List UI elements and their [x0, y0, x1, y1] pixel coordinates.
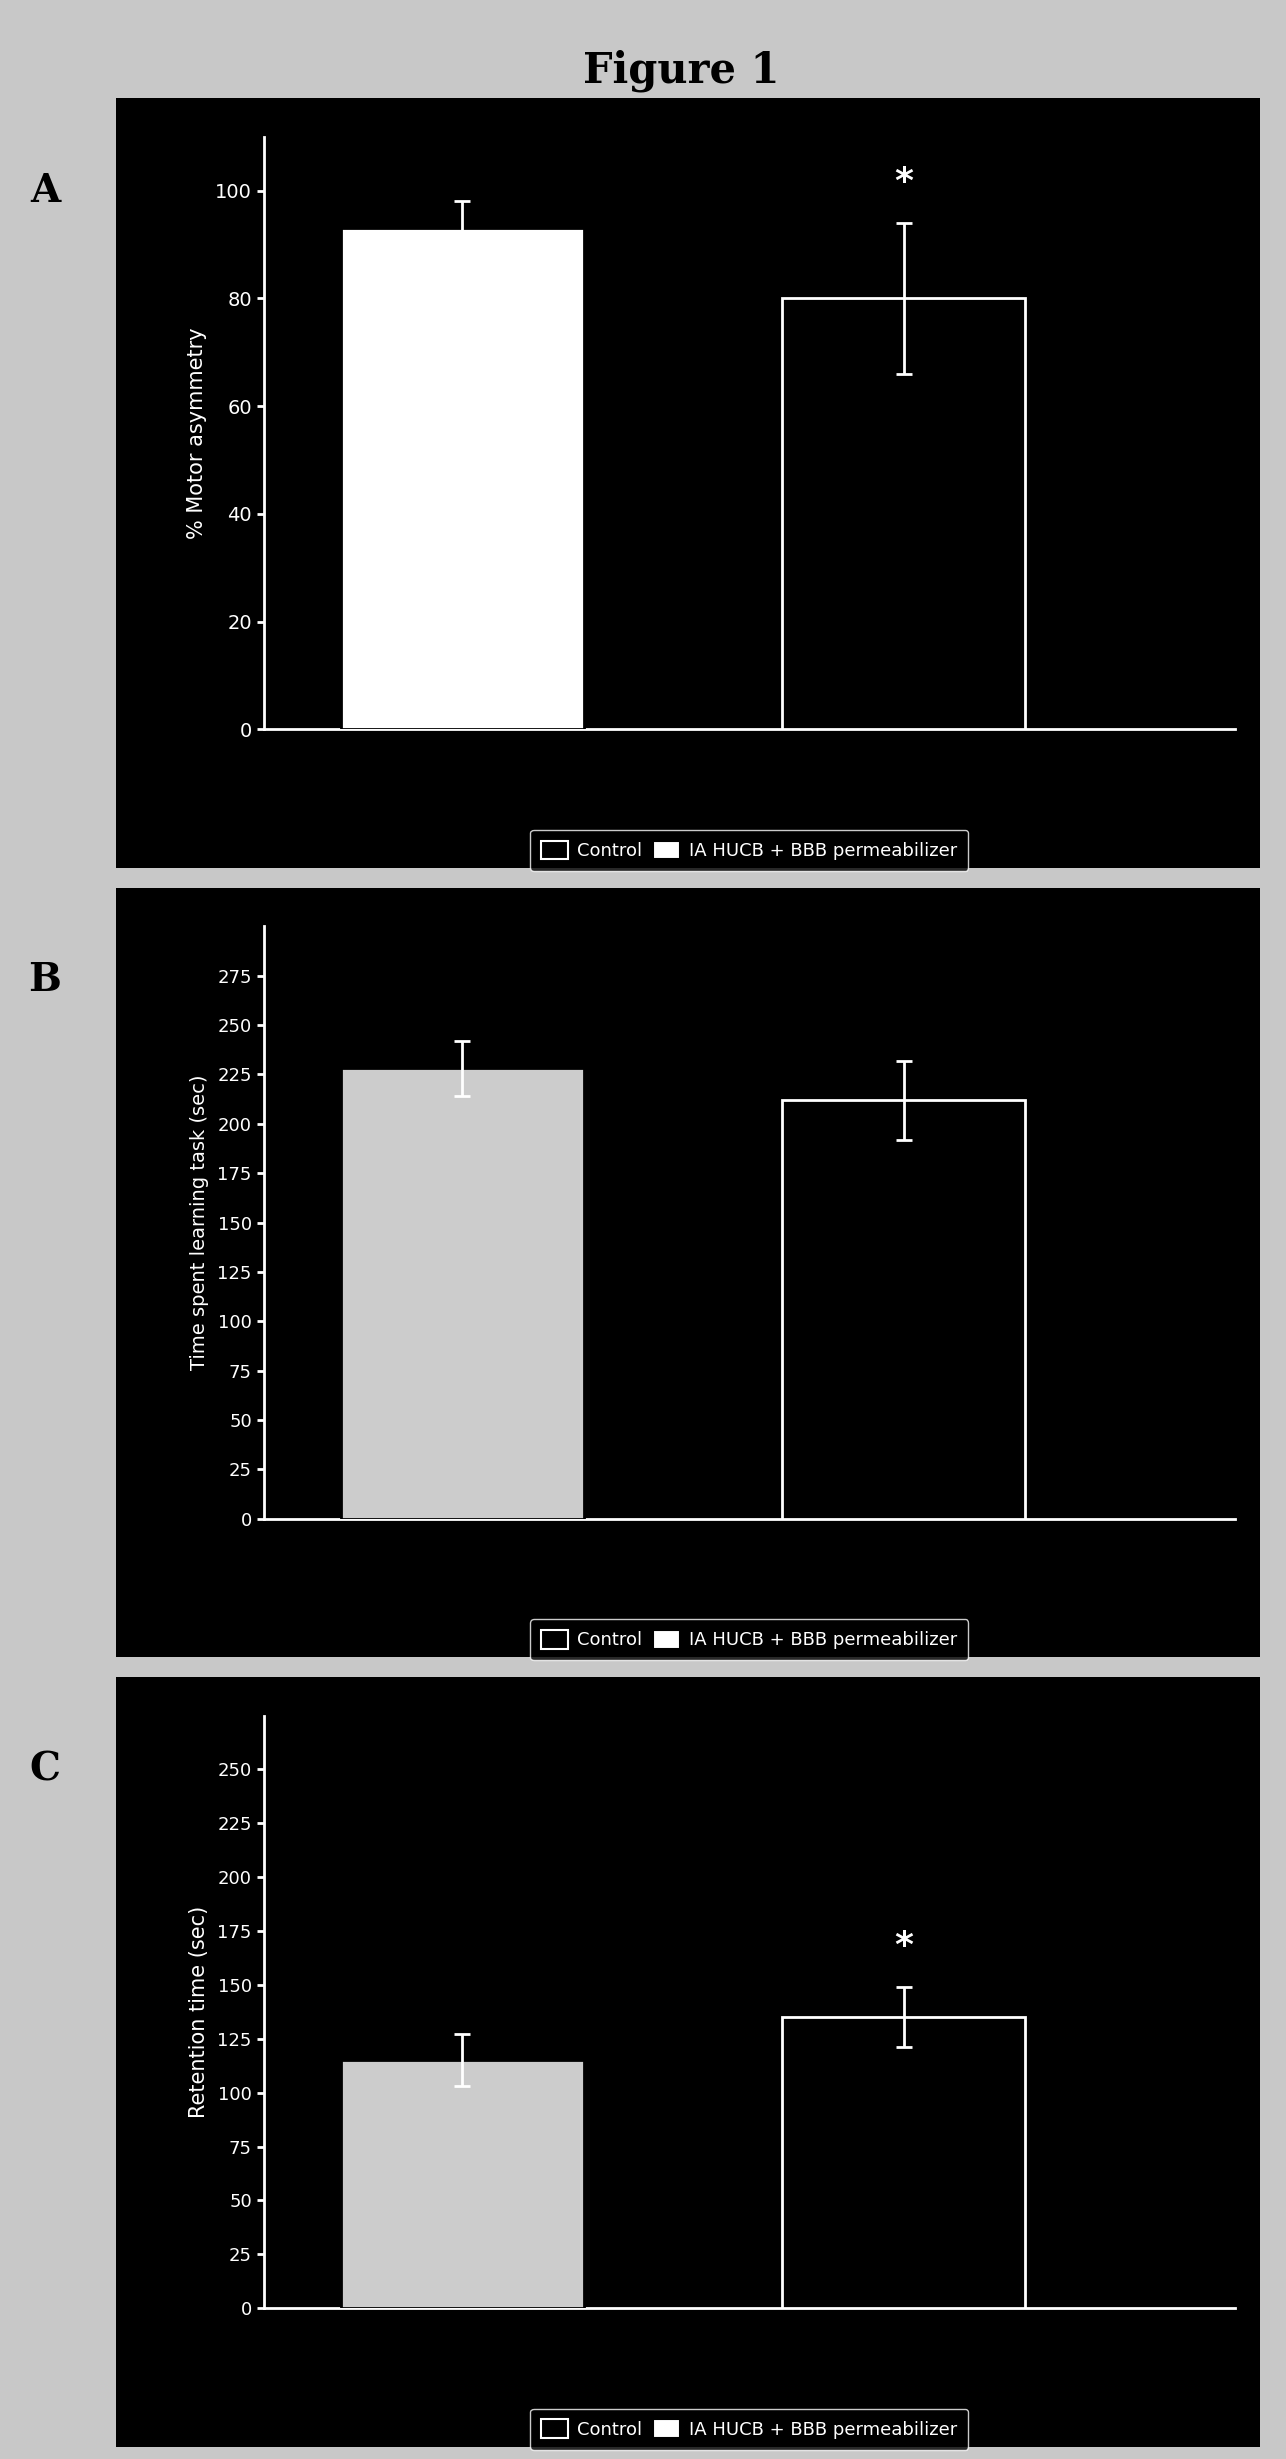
Text: B: B	[28, 961, 62, 998]
Bar	[782, 1099, 1025, 1520]
Text: C: C	[30, 1751, 60, 1788]
Y-axis label: % Motor asymmetry: % Motor asymmetry	[186, 327, 207, 539]
Bar	[341, 1067, 584, 1520]
Y-axis label: Time spent learning task (sec): Time spent learning task (sec)	[190, 1075, 210, 1370]
Legend: Control, IA HUCB + BBB permeabilizer: Control, IA HUCB + BBB permeabilizer	[530, 2407, 968, 2449]
Legend: Control, IA HUCB + BBB permeabilizer: Control, IA HUCB + BBB permeabilizer	[530, 1618, 968, 1660]
Bar	[341, 2061, 584, 2309]
Text: *: *	[894, 1930, 913, 1962]
Y-axis label: Retention time (sec): Retention time (sec)	[189, 1906, 210, 2117]
Legend: Control, IA HUCB + BBB permeabilizer: Control, IA HUCB + BBB permeabilizer	[530, 829, 968, 870]
Bar	[782, 2016, 1025, 2309]
Bar	[341, 229, 584, 730]
Bar	[782, 298, 1025, 730]
Text: *: *	[894, 165, 913, 199]
Text: A: A	[30, 172, 60, 209]
Text: Figure 1: Figure 1	[584, 49, 779, 91]
